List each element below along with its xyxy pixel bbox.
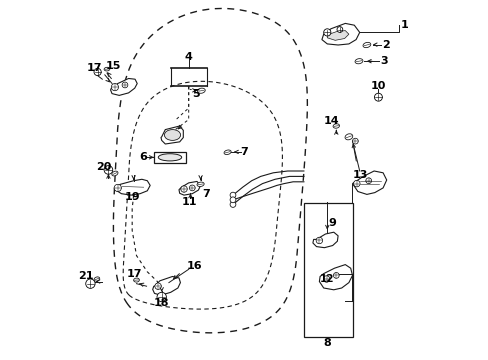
Circle shape <box>230 197 235 203</box>
Ellipse shape <box>345 134 352 140</box>
Text: 11: 11 <box>182 197 197 207</box>
Polygon shape <box>161 126 183 144</box>
Polygon shape <box>312 232 337 248</box>
Ellipse shape <box>158 154 182 161</box>
Ellipse shape <box>112 171 118 176</box>
Ellipse shape <box>133 278 139 282</box>
Text: 18: 18 <box>154 298 169 308</box>
Circle shape <box>85 279 95 288</box>
Circle shape <box>122 82 127 88</box>
Polygon shape <box>153 152 186 163</box>
Text: 3: 3 <box>380 56 387 66</box>
Text: 21: 21 <box>78 271 93 282</box>
Text: 20: 20 <box>96 162 111 172</box>
Circle shape <box>230 202 235 207</box>
Polygon shape <box>179 181 200 195</box>
Circle shape <box>111 84 118 91</box>
Polygon shape <box>110 78 137 95</box>
Text: 19: 19 <box>124 192 140 202</box>
Ellipse shape <box>104 67 110 71</box>
Circle shape <box>374 93 382 101</box>
Text: 17: 17 <box>127 269 142 279</box>
Text: 7: 7 <box>202 189 209 199</box>
Text: 8: 8 <box>323 338 330 348</box>
Text: 2: 2 <box>381 40 389 50</box>
Circle shape <box>157 292 166 302</box>
Polygon shape <box>152 276 180 295</box>
Circle shape <box>336 27 342 32</box>
Circle shape <box>94 68 101 76</box>
Text: 12: 12 <box>319 274 334 284</box>
Ellipse shape <box>197 182 203 186</box>
Circle shape <box>104 166 113 174</box>
Polygon shape <box>114 179 150 195</box>
Ellipse shape <box>332 124 339 128</box>
Ellipse shape <box>224 150 231 154</box>
Circle shape <box>323 29 330 36</box>
Bar <box>303 203 352 337</box>
Circle shape <box>114 184 121 192</box>
Polygon shape <box>321 23 359 45</box>
Circle shape <box>230 192 235 198</box>
Circle shape <box>323 276 329 282</box>
Text: 9: 9 <box>328 218 336 228</box>
Ellipse shape <box>94 277 100 281</box>
Text: 13: 13 <box>352 170 367 180</box>
Text: 15: 15 <box>105 60 121 71</box>
Circle shape <box>333 273 339 278</box>
Polygon shape <box>319 265 352 290</box>
Text: 7: 7 <box>240 147 248 157</box>
Text: 5: 5 <box>192 89 199 99</box>
Circle shape <box>353 180 359 187</box>
Text: 1: 1 <box>400 20 408 30</box>
Ellipse shape <box>164 130 180 140</box>
Polygon shape <box>352 171 386 194</box>
Text: 4: 4 <box>184 52 192 62</box>
Ellipse shape <box>197 88 205 93</box>
Text: 10: 10 <box>370 81 386 91</box>
Text: 17: 17 <box>86 63 102 73</box>
Polygon shape <box>326 31 348 40</box>
Circle shape <box>189 185 195 191</box>
Ellipse shape <box>354 59 362 64</box>
Text: 6: 6 <box>139 152 146 162</box>
Circle shape <box>316 237 322 244</box>
Circle shape <box>155 283 161 289</box>
Circle shape <box>181 186 187 192</box>
Text: 14: 14 <box>323 116 339 126</box>
Ellipse shape <box>362 42 370 48</box>
Circle shape <box>365 178 371 184</box>
Circle shape <box>352 138 358 144</box>
Text: 16: 16 <box>186 261 202 271</box>
